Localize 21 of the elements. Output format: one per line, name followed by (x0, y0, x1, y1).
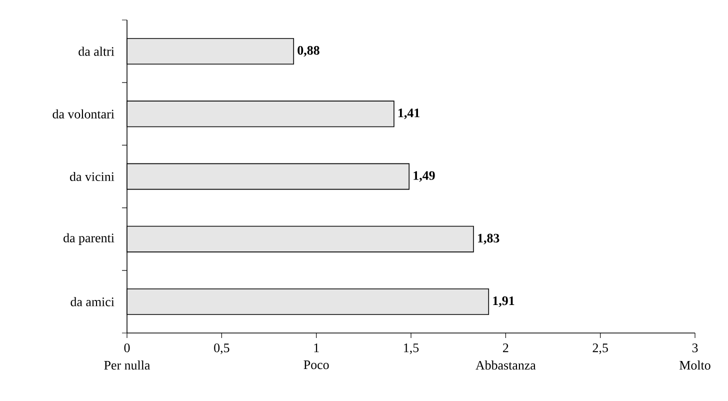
text: Per nulla (104, 360, 150, 370)
data-label: 1,83 (478, 234, 500, 244)
text: Abbastanza (476, 360, 536, 370)
y-tick-label: da parenti (64, 233, 114, 245)
x-tick-label: 2,5 (592, 344, 608, 354)
data-label: 1,49 (414, 171, 435, 182)
x-tick-label: 3 (692, 344, 698, 352)
y-tick-label: da vicini (70, 172, 114, 182)
x-tick-label: 0,5 (214, 344, 230, 354)
x-tick-label: 2 (503, 344, 508, 352)
x-tick-label: 1 (314, 344, 319, 352)
text: Poco (304, 360, 329, 370)
data-label: 0,88 (298, 46, 320, 57)
data-label: 1,41 (398, 108, 420, 120)
text: Molto (680, 360, 710, 370)
y-tick-label: da volontari (52, 109, 114, 118)
y-tick-label: da amici (70, 297, 114, 306)
data-label: 1,91 (493, 296, 514, 307)
x-tick-label: 1,5 (404, 344, 419, 354)
x-tick-label: 0 (124, 344, 130, 352)
y-tick-label: da altri (78, 46, 114, 56)
